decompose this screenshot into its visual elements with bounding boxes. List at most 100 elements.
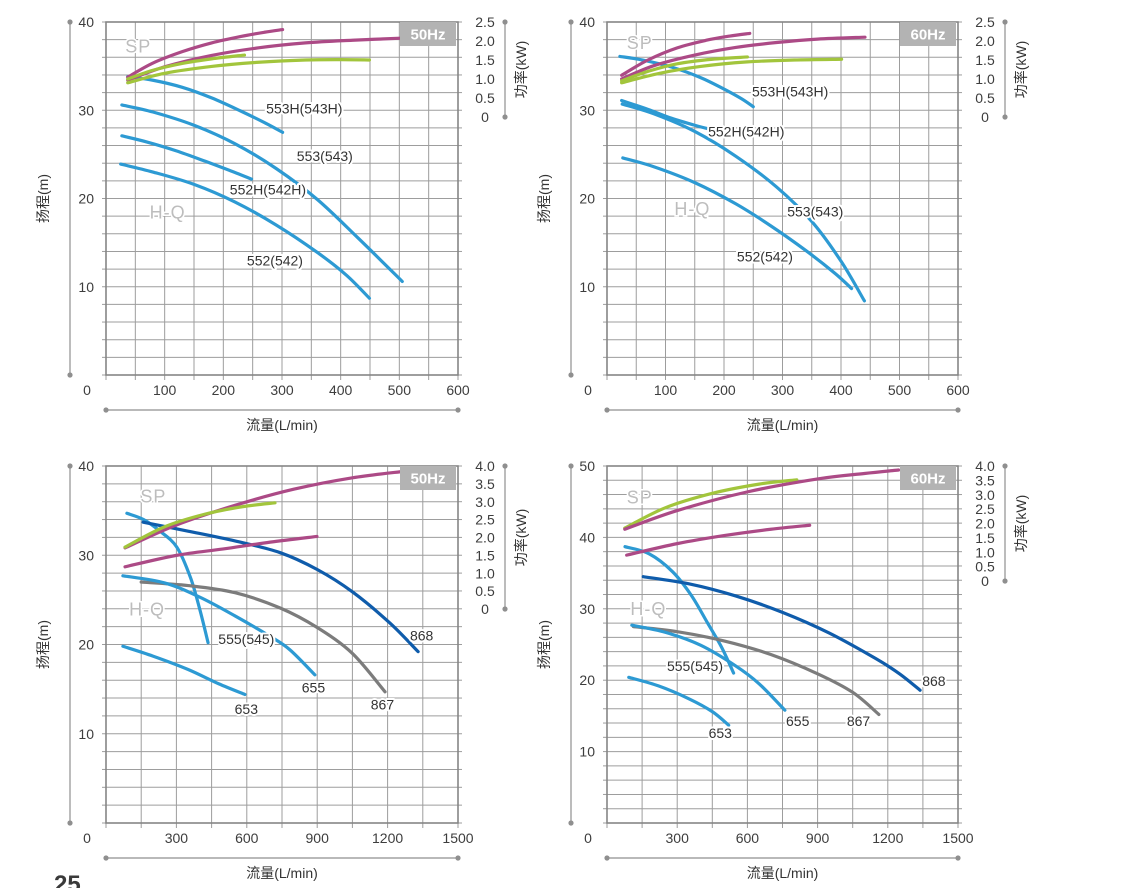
curve-label-555-545: 555(545) [667,658,723,674]
y-tick-label: 30 [579,102,595,118]
power-tick-label: 1.0 [975,71,995,87]
x-tick-label: 600 [446,382,470,398]
power-axis-extent-dot [502,19,508,25]
chart-top-left-50hz: 0 100 200 300 400 500 600 40 30 20 10 2.5 2.0 1.5 1.0 0… [35,14,529,433]
power-tick-label: 2.5 [975,14,995,30]
hq-curve-653 [121,644,247,697]
power-axis-extent [502,463,508,612]
plot-border [105,21,459,376]
y-tick-label: 30 [78,547,94,563]
head-axis-extent-dot [568,820,574,826]
head-axis-extent [568,19,574,378]
flow-axis-title: 流量(L/min) [246,417,318,433]
flow-axis-extent-dot [604,407,610,413]
x-tick-label: 200 [212,382,236,398]
power-curve-sp-552h [620,55,749,83]
head-axis-extent-dot [67,372,73,378]
x-tick-label: 300 [270,382,294,398]
power-curve-sp-553h [620,31,752,77]
x-tick-label: 300 [165,830,189,846]
power-curve-sp-green [623,478,799,530]
power-tick-label: 3.5 [975,472,995,488]
hq-curve-553-543 [620,102,866,303]
power-tick-label: 4.0 [975,458,995,474]
curve-label-868: 868 [410,628,434,644]
y-tick-label: 40 [579,529,595,545]
power-curve-sp-lower [625,523,812,557]
x-tick-label: 400 [829,382,853,398]
curve-label-552h-542h: 552H(542H) [230,182,306,198]
flow-axis-extent [103,407,461,413]
x-tick-label: 400 [329,382,353,398]
flow-axis-title: 流量(L/min) [747,417,819,433]
hq-curve-867 [631,625,881,717]
annotation-sp: SP [140,486,166,506]
head-axis-extent-dot [67,19,73,25]
annotation-sp: SP [627,487,653,507]
curve-label-552-542: 552(542) [737,249,793,265]
head-axis-extent-dot [568,463,574,469]
y-tick-label: 30 [579,601,595,617]
x-tick-label: 0 [584,830,592,846]
head-axis-title: 扬程(m) [35,620,51,669]
power-curve-sp-green [123,501,277,549]
curve-label-867: 867 [847,713,871,729]
y-tick-label: 40 [78,458,94,474]
x-tick-label: 100 [654,382,678,398]
annotation-sp: SP [125,37,151,57]
power-curve-sp-lower [123,534,319,569]
power-axis-extent [1002,19,1008,120]
hq-curve-553h-543h [618,54,755,109]
y-tick-label: 40 [579,14,595,30]
power-tick-label: 3.0 [975,487,995,503]
power-tick-label: 3.0 [475,494,495,510]
curve-label-552-542: 552(542) [247,252,303,268]
page-number: 25 [54,871,81,888]
hq-curve-553-543 [120,103,404,284]
chart-bottom-left-50hz: 0 300 600 900 1200 1500 40 30 20 10 4.0 3.5 3.0 2.5 2.… [35,458,529,881]
y-tick-label: 10 [78,726,94,742]
power-curve-sp-upper [123,469,406,550]
x-tick-label: 200 [712,382,736,398]
power-tick-label: 1.5 [475,52,495,68]
hq-curve-655 [121,574,317,677]
hq-curve-867 [139,580,387,694]
frequency-badge [400,22,456,46]
x-tick-label: 1200 [372,830,403,846]
head-axis-extent-dot [67,820,73,826]
power-tick-label: 0 [481,601,489,617]
power-tick-label: 0.5 [975,559,995,575]
x-tick-label: 0 [584,382,592,398]
power-curve-sp-552 [126,58,372,85]
flow-axis-title: 流量(L/min) [246,865,318,881]
y-tick-label: 50 [579,458,595,474]
curve-label-553-543: 553(543) [787,204,843,220]
curve-label-653: 653 [235,701,259,717]
x-tick-label: 600 [736,830,760,846]
power-curve-sp-553h [126,28,285,79]
power-curve-sp-553 [620,35,867,81]
hq-curve-868 [141,520,420,654]
x-tick-label: 1200 [872,830,903,846]
x-tick-label: 0 [83,382,91,398]
power-tick-label: 0 [981,573,989,589]
y-tick-label: 20 [78,191,94,207]
curve-label-868: 868 [922,673,946,689]
x-tick-label: 600 [235,830,259,846]
power-axis-title: 功率(kW) [513,509,529,567]
y-tick-label: 20 [579,191,595,207]
power-tick-label: 0.5 [475,90,495,106]
flow-axis-extent [604,407,961,413]
hq-curve-552h-542h [620,98,717,133]
power-curve-sp-552h [126,53,247,81]
chart-top-right-60hz: 0 100 200 300 400 500 600 40 30 20 10 2.5 2.0 1.5 1.0 0… [536,14,1029,433]
power-axis-extent-dot [1002,578,1008,584]
flow-axis-extent-dot [103,407,109,413]
curve-label-553h-543h: 553H(543H) [752,84,828,100]
x-tick-label: 300 [666,830,690,846]
x-tick-label: 600 [946,382,970,398]
power-axis-extent [502,19,508,120]
head-axis-extent [568,463,574,826]
annotation-sp: SP [627,33,653,53]
